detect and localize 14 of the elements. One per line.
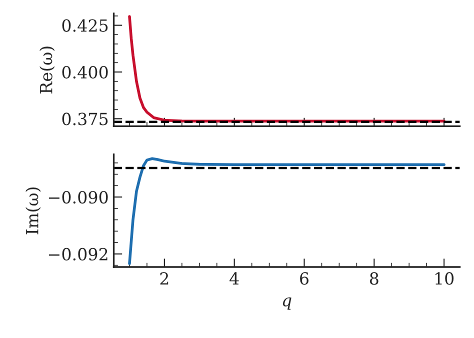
x-tick-label: 8 xyxy=(370,272,378,285)
line-series xyxy=(128,157,446,265)
y-axis-title: Im(ω) xyxy=(26,188,41,234)
x-tick-label: 10 xyxy=(435,272,454,285)
x-axis-title: q xyxy=(282,297,292,310)
x-tick-label: 4 xyxy=(230,272,239,285)
y-tick-label: 0.400 xyxy=(62,66,108,79)
x-tick-label: 2 xyxy=(160,272,168,285)
y-tick-label: −0.090 xyxy=(48,190,108,204)
y-tick-label: 0.375 xyxy=(62,112,108,126)
y-axis-title: Re(ω) xyxy=(40,46,55,94)
x-tick-label: 6 xyxy=(300,272,308,285)
y-tick-label: 0.425 xyxy=(62,19,108,32)
y-tick-label: −0.092 xyxy=(48,248,108,260)
